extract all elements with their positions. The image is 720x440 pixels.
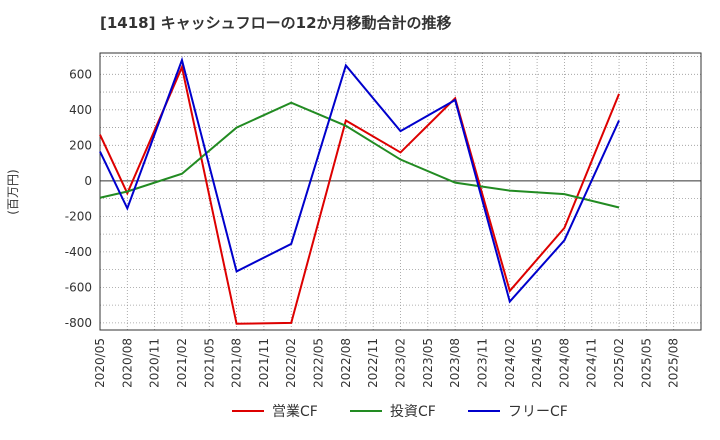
- x-tick-label: 2021/05: [202, 338, 216, 388]
- x-tick-label: 2021/02: [175, 338, 189, 388]
- y-tick-label: -400: [65, 245, 92, 259]
- y-tick-label: 0: [84, 174, 92, 188]
- y-tick-label: -800: [65, 316, 92, 330]
- x-tick-label: 2025/08: [667, 338, 681, 388]
- y-tick-label: 400: [69, 103, 92, 117]
- x-tick-label: 2020/05: [93, 338, 107, 388]
- x-tick-label: 2025/05: [639, 338, 653, 388]
- x-tick-label: 2022/05: [312, 338, 326, 388]
- grid-lines: [100, 53, 701, 330]
- legend-label: フリーCF: [508, 404, 568, 420]
- x-tick-label: 2022/11: [366, 338, 380, 388]
- x-tick-label: 2020/08: [120, 338, 134, 388]
- plot-border: [99, 52, 702, 331]
- x-tick-label: 2020/11: [148, 338, 162, 388]
- series-line: [99, 101, 620, 209]
- x-tick-label: 2024/05: [530, 338, 544, 388]
- y-tick-label: -600: [65, 280, 92, 294]
- x-tick-label: 2023/08: [448, 338, 462, 388]
- x-tick-label: 2021/11: [257, 338, 271, 388]
- legend[interactable]: 営業CF 投資CF フリーCF: [232, 404, 568, 420]
- series-lines: [99, 56, 620, 325]
- legend-label: 投資CF: [390, 404, 436, 420]
- chart-title: [1418] キャッシュフローの12か月移動合計の推移: [100, 14, 452, 32]
- x-tick-label: 2023/02: [394, 338, 408, 388]
- legend-label: 営業CF: [272, 404, 318, 420]
- x-tick-label: 2023/11: [475, 338, 489, 388]
- x-tick-label: 2022/08: [339, 338, 353, 388]
- series-line: [99, 56, 620, 304]
- x-tick-label: 2024/02: [503, 338, 517, 388]
- x-axis-ticks: 2020/05 2020/08 2020/11 2021/02 2021/05 2021/…: [93, 338, 681, 388]
- y-axis-ticks: 600 400 200 0 -200 -400 -600 -800: [65, 67, 92, 330]
- x-tick-label: 2024/08: [557, 338, 571, 388]
- x-tick-label: 2021/08: [230, 338, 244, 388]
- x-tick-label: 2024/11: [585, 338, 599, 388]
- y-axis-label: (百万円): [6, 169, 20, 214]
- x-tick-label: 2023/05: [421, 338, 435, 388]
- x-tick-label: 2025/02: [612, 338, 626, 388]
- y-tick-label: 200: [69, 138, 92, 152]
- y-tick-label: 600: [69, 67, 92, 81]
- x-tick-label: 2022/02: [284, 338, 298, 388]
- y-tick-label: -200: [65, 209, 92, 223]
